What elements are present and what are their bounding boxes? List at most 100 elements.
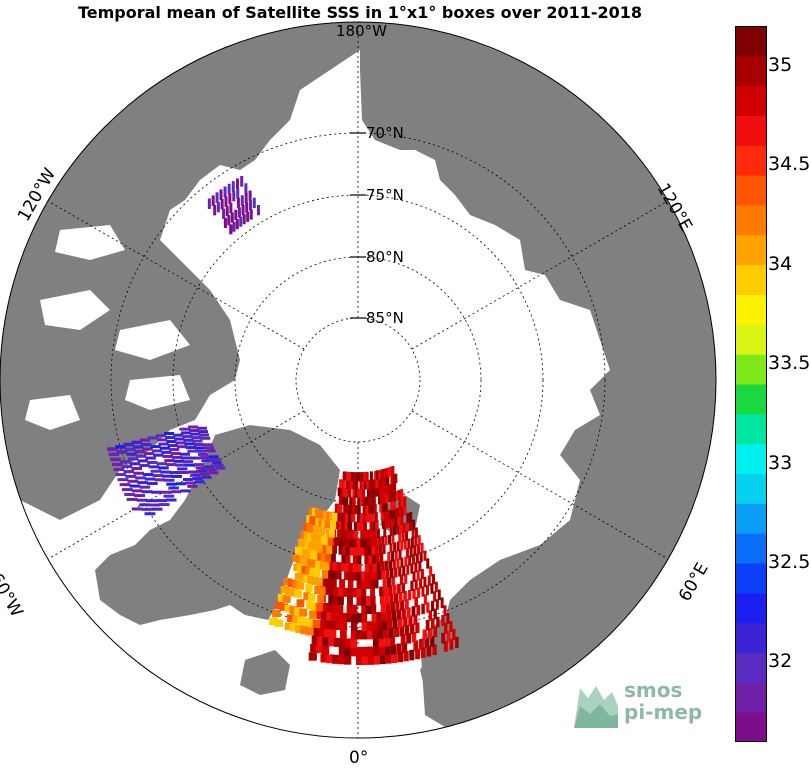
sss-cell xyxy=(335,570,342,580)
sss-cell xyxy=(315,560,322,569)
sss-cell xyxy=(351,604,358,615)
sss-cell xyxy=(115,473,127,477)
sss-cell xyxy=(324,553,331,563)
sss-cell xyxy=(356,538,362,548)
sss-cell xyxy=(165,463,177,467)
sss-cell xyxy=(400,600,405,611)
sss-cell xyxy=(373,578,379,589)
sss-cell xyxy=(156,462,167,466)
sss-cell xyxy=(430,636,435,647)
sss-cell xyxy=(190,432,201,436)
sss-cell xyxy=(377,536,382,547)
sss-cell xyxy=(356,613,363,623)
sss-cell xyxy=(329,586,336,596)
sss-cell xyxy=(405,521,409,532)
sss-cell xyxy=(352,480,357,490)
sss-cell xyxy=(359,496,364,507)
colorbar-segment xyxy=(735,384,767,415)
sss-cell xyxy=(320,653,329,663)
sss-cell xyxy=(342,546,348,555)
sss-cell xyxy=(350,529,355,539)
sss-cell xyxy=(380,561,385,571)
sss-cell xyxy=(140,443,152,447)
sss-cell xyxy=(386,577,391,588)
sss-cell xyxy=(403,616,408,627)
sss-cell xyxy=(354,480,359,490)
sss-cell xyxy=(414,596,418,608)
colorbar-segment xyxy=(735,652,767,683)
sss-cell xyxy=(334,503,340,513)
sss-cell xyxy=(315,577,323,586)
sss-cell xyxy=(423,576,427,588)
sss-cell xyxy=(246,211,250,222)
sss-cell xyxy=(386,510,390,520)
sss-cell xyxy=(289,588,298,597)
sss-cell xyxy=(313,525,320,534)
sss-cell xyxy=(395,601,400,612)
sss-cell xyxy=(370,537,375,547)
sss-cell xyxy=(365,579,371,589)
sss-cell xyxy=(342,587,349,597)
sss-cell xyxy=(293,563,301,572)
sss-cell xyxy=(129,484,141,488)
colorbar-segment xyxy=(735,324,767,355)
sss-cell xyxy=(391,610,397,621)
sss-cell xyxy=(232,190,236,202)
sss-cell xyxy=(150,469,162,473)
sss-cell xyxy=(305,584,313,593)
sss-cell xyxy=(240,195,244,206)
sss-cell xyxy=(428,610,433,621)
sss-cell xyxy=(341,612,348,623)
sss-cell xyxy=(411,632,417,643)
sss-cell xyxy=(416,605,421,616)
sss-cell xyxy=(403,539,407,550)
sss-cell xyxy=(378,544,383,555)
sss-cell xyxy=(391,551,395,562)
sss-cell xyxy=(436,616,440,628)
sss-cell xyxy=(378,469,382,480)
sss-cell xyxy=(305,549,313,558)
sss-cell xyxy=(360,538,365,548)
sss-cell xyxy=(394,516,398,527)
sss-cell xyxy=(302,548,310,557)
sss-cell xyxy=(363,471,367,482)
sss-cell xyxy=(349,496,354,506)
sss-cell xyxy=(189,429,200,433)
sss-cell xyxy=(361,629,368,640)
sss-cell xyxy=(134,450,145,454)
sss-cell xyxy=(372,495,376,506)
sss-cell xyxy=(339,537,345,547)
sss-cell xyxy=(188,470,199,474)
sss-cell xyxy=(368,512,373,523)
sss-cell xyxy=(455,636,459,648)
colorbar-segment xyxy=(735,354,767,385)
sss-cell xyxy=(123,470,135,474)
sss-cell xyxy=(383,493,387,504)
sss-cell xyxy=(354,505,359,515)
sss-cell xyxy=(427,627,432,639)
sss-cell xyxy=(390,475,394,485)
colorbar-tick-label: 34 xyxy=(768,252,793,275)
sss-cell xyxy=(379,594,385,605)
sss-cell xyxy=(406,513,410,523)
sss-cell xyxy=(365,512,370,523)
sss-cell xyxy=(315,644,324,654)
colorbar-segment xyxy=(735,473,767,504)
sss-cell xyxy=(299,556,307,565)
sss-cell xyxy=(131,507,143,511)
sss-cell xyxy=(350,646,358,657)
sss-cell xyxy=(163,494,175,498)
sss-cell xyxy=(370,587,375,598)
sss-cell xyxy=(344,655,352,665)
sss-cell xyxy=(373,528,377,539)
sss-cell xyxy=(344,646,352,657)
sss-cell xyxy=(181,456,192,460)
sss-cell xyxy=(329,529,335,538)
sss-cell xyxy=(432,644,437,656)
sss-cell xyxy=(357,505,361,515)
sss-cell xyxy=(387,467,391,477)
sss-cell xyxy=(345,480,350,489)
sss-cell xyxy=(419,551,423,563)
sss-cell xyxy=(379,477,383,488)
sss-cell xyxy=(339,638,347,648)
